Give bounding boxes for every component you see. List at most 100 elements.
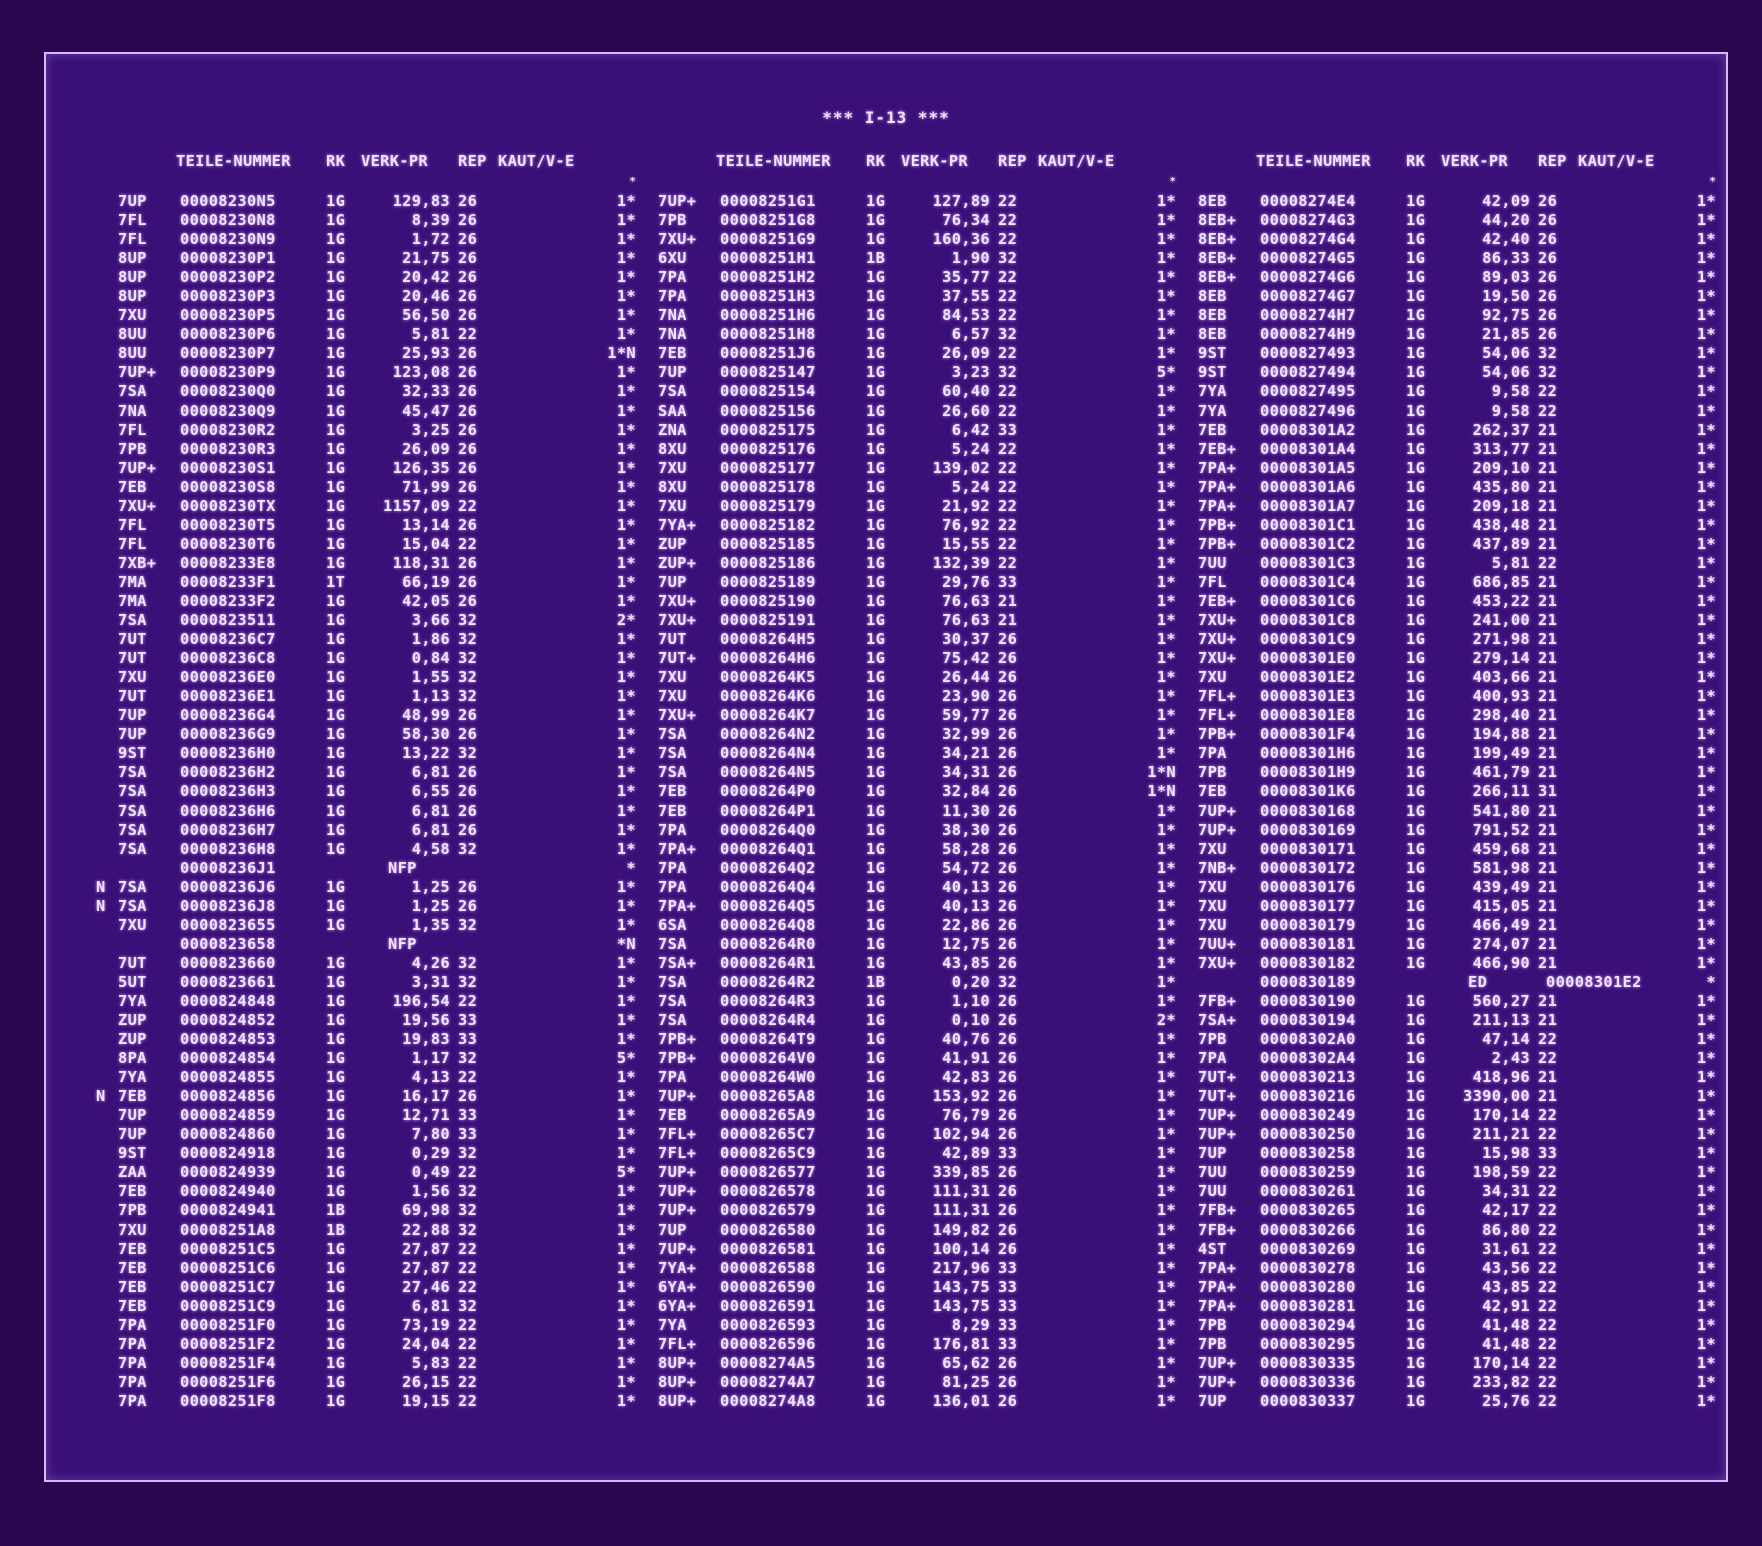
row-type: 7XU — [118, 915, 147, 934]
table-row: 7EB 00008264P1 1G 11,30 26 1* — [636, 802, 1176, 821]
row-part-number: 00008251G9 — [720, 230, 816, 249]
row-rep: 26 — [998, 1220, 1018, 1239]
row-rep: 26 — [458, 706, 478, 725]
row-part-number: 0000823511 — [180, 611, 276, 630]
row-kaut: 1* — [1696, 1087, 1716, 1106]
row-rk: 1G — [326, 801, 346, 820]
row-kaut: 1* — [1156, 268, 1176, 287]
row-price: 43,85 — [942, 953, 990, 972]
table-row: 7UP+ 00008265A8 1G 153,92 26 1* — [636, 1087, 1176, 1106]
row-price: 58,28 — [942, 839, 990, 858]
row-rep: 21 — [1538, 515, 1558, 534]
table-row: 7FL+ 00008301E8 1G 298,40 21 1* — [1176, 706, 1716, 725]
row-rk: 1G — [326, 820, 346, 839]
table-row: 9ST 00008236H0 1G 13,22 32 1* — [96, 744, 636, 763]
row-kaut: 1* — [1156, 249, 1176, 268]
row-type: 7PA+ — [1198, 477, 1237, 496]
row-price: 34,31 — [1482, 1182, 1530, 1201]
row-kaut: 1* — [616, 839, 636, 858]
row-price: 22,88 — [402, 1220, 450, 1239]
row-kaut: 1* — [616, 782, 636, 801]
row-part-number: 00008264K6 — [720, 687, 816, 706]
row-kaut: 1* — [616, 877, 636, 896]
row-rk: 1G — [1406, 268, 1426, 287]
table-row: 7PB 0000830295 1G 41,48 22 1* — [1176, 1335, 1716, 1354]
row-type: 7XU — [1198, 839, 1227, 858]
row-rk: 1G — [326, 534, 346, 553]
row-kaut: 1* — [616, 1011, 636, 1030]
row-kaut: 1* — [1696, 706, 1716, 725]
row-rep: 22 — [1538, 1201, 1558, 1220]
row-rep: 21 — [1538, 534, 1558, 553]
table-row: 7UT+ 0000830213 1G 418,96 21 1* — [1176, 1068, 1716, 1087]
row-rep: 26 — [458, 211, 478, 230]
row-rep: 26 — [998, 1372, 1018, 1391]
row-part-number: 0000830181 — [1260, 934, 1356, 953]
row-rep: 22 — [1538, 1277, 1558, 1296]
row-rep: 21 — [1538, 934, 1558, 953]
row-type: 9ST — [1198, 344, 1227, 363]
row-rk: 1G — [1406, 1182, 1426, 1201]
table-row: 7FL 00008230T6 1G 15,04 22 1* — [96, 535, 636, 554]
row-type: 7SA — [118, 877, 147, 896]
row-type: 9ST — [118, 744, 147, 763]
row-part-number: 00008230S1 — [180, 458, 276, 477]
row-rep: 21 — [1538, 725, 1558, 744]
row-type: 7XU — [118, 668, 147, 687]
row-part-number: 00008236G9 — [180, 725, 276, 744]
row-rk: 1G — [326, 458, 346, 477]
row-kaut: 2* — [1156, 1011, 1176, 1030]
header-kaut: KAUT/V-E — [1578, 152, 1655, 170]
row-part-number: 00008264N5 — [720, 763, 816, 782]
row-price: 9,58 — [1491, 401, 1530, 420]
row-price: 89,03 — [1482, 268, 1530, 287]
row-kaut: 1* — [1696, 591, 1716, 610]
table-row: 7PB+ 00008264V0 1G 41,91 26 1* — [636, 1049, 1176, 1068]
table-row: 6XU 00008251H1 1B 1,90 32 1* — [636, 249, 1176, 268]
row-price: 40,13 — [942, 877, 990, 896]
row-rep: 22 — [1538, 1030, 1558, 1049]
row-rep: 32 — [1538, 363, 1558, 382]
row-rep: 26 — [998, 725, 1018, 744]
row-price: 7,80 — [411, 1125, 450, 1144]
table-row: 7XU+ 00008264K7 1G 59,77 26 1* — [636, 706, 1176, 725]
row-rep: 22 — [998, 211, 1018, 230]
row-part-number: 0000830171 — [1260, 839, 1356, 858]
row-rep: 22 — [1538, 553, 1558, 572]
row-type: 7EB — [118, 1182, 147, 1201]
row-rep: 33 — [998, 1277, 1018, 1296]
table-row: 7XU+ 0000830182 1G 466,90 21 1* — [1176, 954, 1716, 973]
row-price: 339,85 — [932, 1163, 990, 1182]
row-kaut: 1* — [1696, 1220, 1716, 1239]
row-kaut: 1* — [1156, 1106, 1176, 1125]
row-type: ZNA — [658, 420, 687, 439]
row-type: 7EB+ — [1198, 439, 1237, 458]
row-rep: 22 — [1538, 1163, 1558, 1182]
row-type: 7EB — [658, 801, 687, 820]
row-rep: 26 — [1538, 249, 1558, 268]
row-rk: 1G — [1406, 192, 1426, 210]
table-row: 8EB+ 00008274G3 1G 44,20 26 1* — [1176, 211, 1716, 230]
row-type: 7SA — [118, 782, 147, 801]
row-kaut: 1* — [1156, 496, 1176, 515]
row-price: 19,50 — [1482, 287, 1530, 306]
row-kaut: 1* — [616, 439, 636, 458]
row-rep: 26 — [998, 1068, 1018, 1087]
table-row: 7UT 0000823660 1G 4,26 32 1* — [96, 954, 636, 973]
row-rk: 1G — [866, 591, 886, 610]
row-type: 7FL — [118, 420, 147, 439]
row-kaut: 1* — [616, 1201, 636, 1220]
row-part-number: 00008301A2 — [1260, 420, 1356, 439]
row-rep: 22 — [1538, 1391, 1558, 1410]
row-part-number: 00008264K5 — [720, 668, 816, 687]
row-type: 7PA+ — [658, 839, 697, 858]
row-price: 176,81 — [932, 1334, 990, 1353]
row-part-number: 0000830169 — [1260, 820, 1356, 839]
row-price: 153,92 — [932, 1087, 990, 1106]
row-price: 418,96 — [1472, 1068, 1530, 1087]
table-row: 7PA 00008251F8 1G 19,15 22 1* — [96, 1392, 636, 1411]
row-type: 7UP — [1198, 1391, 1227, 1410]
row-rk: 1G — [326, 192, 346, 210]
row-rk: 1G — [1406, 744, 1426, 763]
row-rep: 21 — [1538, 1087, 1558, 1106]
